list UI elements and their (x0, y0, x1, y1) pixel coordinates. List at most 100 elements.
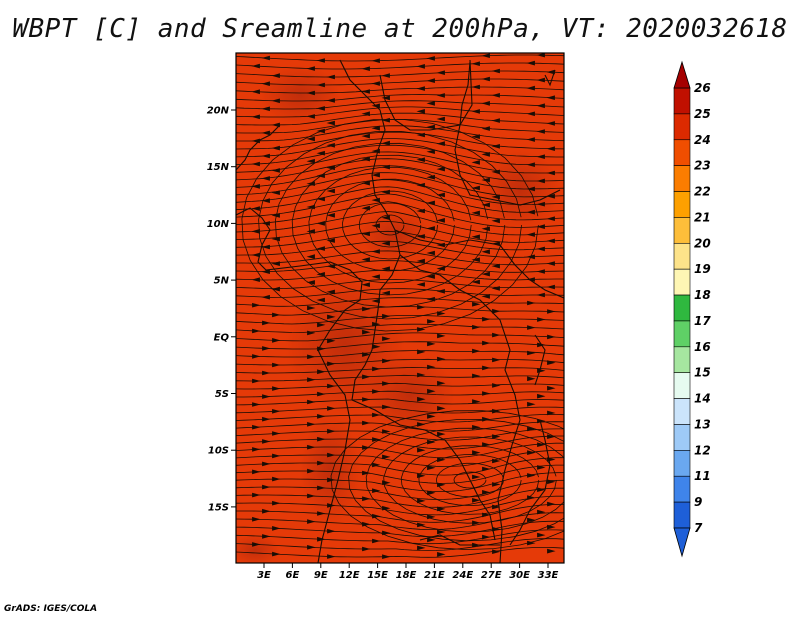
streamline-arrow (537, 393, 546, 399)
streamline-arrow (261, 81, 270, 86)
streamline-arrow (252, 447, 261, 452)
streamline-arrow (437, 529, 446, 535)
streamline-arrow (427, 465, 436, 471)
streamline-arrow (417, 447, 426, 453)
streamline (236, 341, 564, 350)
map-title: WBPT [C] and Sreamline at 200hPa, VT: 20… (12, 14, 788, 44)
streamline-arrow (372, 412, 381, 418)
streamline-arrow (426, 101, 435, 106)
streamline (236, 125, 564, 142)
streamline-arrow (261, 153, 270, 159)
streamline-arrow (271, 98, 280, 104)
streamline-arrow (527, 376, 536, 382)
streamline-arrow (262, 320, 271, 326)
streamline-arrow (536, 77, 545, 83)
streamline-arrow (382, 358, 391, 364)
streamline (236, 138, 564, 158)
streamline-arrow (317, 391, 326, 397)
streamline (236, 435, 564, 450)
colorbar-segment (673, 372, 691, 399)
streamline-arrow (536, 53, 545, 58)
streamline-arrow (307, 354, 316, 360)
colorbar-label: 19 (694, 262, 711, 276)
streamline-arrow (316, 58, 325, 63)
streamline-arrow (306, 204, 315, 210)
streamline-arrow (527, 426, 536, 432)
colorbar-label: 21 (694, 210, 711, 224)
lon-tick-label: 21E (424, 570, 445, 581)
streamline-arrow (361, 231, 370, 237)
streamline-arrow (426, 274, 435, 279)
streamline-arrow (416, 109, 425, 114)
streamline-arrow (482, 316, 491, 322)
streamline-arrow (437, 506, 446, 512)
colorbar-label: 16 (694, 340, 711, 354)
streamline-arrow (437, 482, 446, 488)
streamline-arrow (371, 58, 380, 63)
lat-tick-label: 5S (215, 389, 229, 400)
map-axes: 20N 15N 10N 5N EQ 5S 10S 15S 3E 6E 9E 12E 15E 18E 21E 2… (207, 106, 559, 582)
streamline-arrow (526, 60, 535, 66)
streamline-arrow (371, 274, 380, 279)
streamline-arrow (491, 194, 500, 200)
streamline-arrow (307, 444, 316, 450)
streamline-arrow (317, 511, 326, 516)
streamline-arrow (251, 63, 260, 69)
streamline-arrow (261, 106, 270, 112)
streamline-arrow (306, 280, 315, 285)
streamline-arrow (316, 82, 325, 88)
streamline-arrow (316, 221, 325, 226)
streamline-arrow (326, 238, 335, 243)
streamline-arrow (307, 330, 316, 336)
streamline-arrow (546, 193, 555, 199)
streamline-arrow (426, 149, 435, 154)
streamline-arrow (262, 370, 271, 376)
lat-tick-label: 20N (207, 106, 230, 117)
streamline (236, 538, 564, 551)
lat-tick-label: 10N (207, 219, 230, 230)
streamline-arrow (306, 254, 315, 259)
streamline-arrow (371, 249, 380, 254)
streamline-arrow (526, 137, 535, 142)
streamline (236, 382, 564, 390)
streamline-arrow (437, 552, 446, 557)
streamline-arrow (492, 458, 501, 464)
streamline-arrow (436, 218, 445, 223)
streamline-arrow (261, 269, 270, 274)
streamline-arrow (252, 492, 261, 498)
colorbar-segment (673, 475, 691, 503)
streamline-arrow (427, 341, 436, 347)
streamline-arrow (426, 56, 435, 61)
streamline-arrow (481, 202, 490, 208)
streamline-arrow (307, 545, 316, 550)
streamline (436, 462, 504, 498)
streamline-arrow (536, 201, 545, 207)
streamline-arrow (547, 501, 556, 507)
streamline-arrow (546, 69, 555, 75)
streamline-arrow (262, 346, 271, 351)
streamline-arrow (262, 508, 271, 514)
streamline-arrow (537, 418, 546, 424)
streamline (400, 445, 540, 515)
colorbar-label: 18 (694, 288, 711, 302)
colorbar-segment (673, 191, 691, 218)
streamline-arrow (472, 348, 481, 354)
streamline-arrow (306, 158, 315, 164)
streamline-arrow (417, 327, 426, 332)
streamline (236, 179, 564, 206)
streamline-arrow (326, 143, 335, 148)
streamline-arrow (326, 213, 335, 218)
streamline-arrow (546, 238, 555, 244)
streamline (342, 190, 438, 260)
streamline-arrow (537, 465, 546, 470)
colorbar-label: 9 (694, 495, 702, 509)
streamline-arrow (381, 164, 390, 170)
streamline-arrow (436, 116, 445, 122)
streamline (258, 130, 522, 320)
streamline-arrow (546, 284, 555, 290)
streamline-arrow (427, 537, 436, 543)
streamline-arrow (472, 474, 481, 480)
colorbar-segment (673, 242, 691, 270)
streamline-arrow (252, 402, 261, 407)
